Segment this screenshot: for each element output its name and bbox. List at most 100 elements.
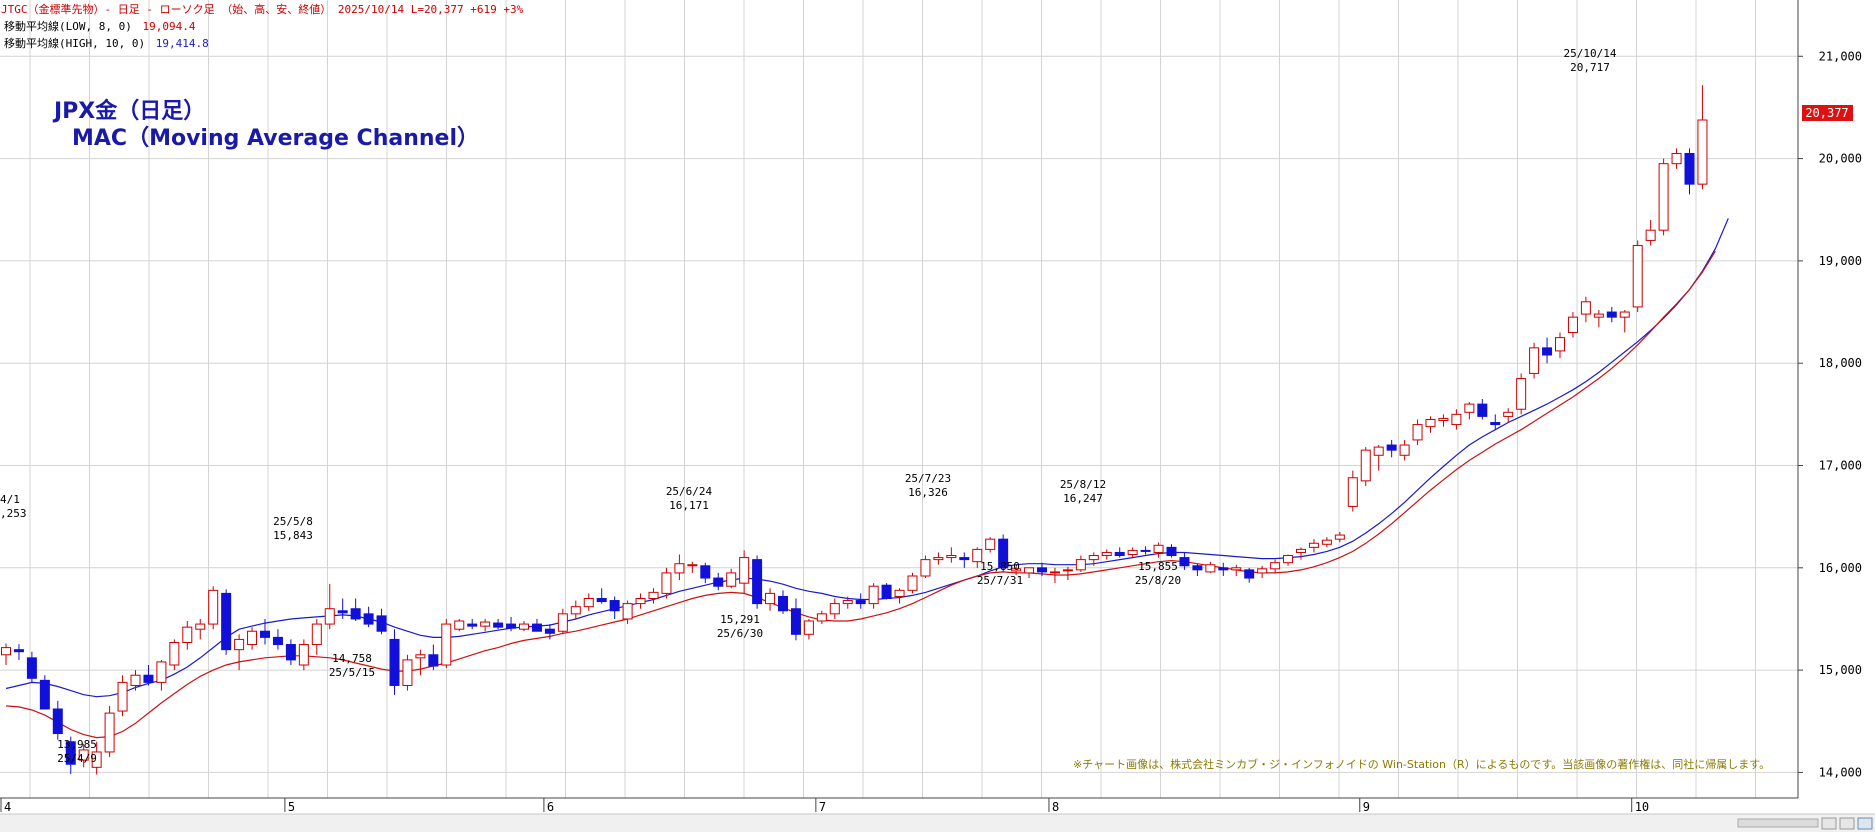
candle xyxy=(1011,566,1022,575)
candle xyxy=(842,596,853,609)
candle-body xyxy=(182,626,193,643)
candle xyxy=(726,568,737,589)
candle xyxy=(13,644,24,660)
candle xyxy=(182,621,193,650)
candle-body xyxy=(816,613,827,622)
candle-body xyxy=(1567,316,1578,333)
candle-body xyxy=(739,557,750,584)
candle-body xyxy=(1529,347,1540,374)
annotation-price: 13,985 xyxy=(57,738,97,751)
candle xyxy=(402,654,413,691)
candle-body xyxy=(52,708,63,735)
candle-body xyxy=(803,620,814,635)
candle xyxy=(765,588,776,611)
candle xyxy=(350,598,361,622)
x-tick-label: 9 xyxy=(1363,800,1370,814)
candle xyxy=(998,534,1009,572)
grid-layer xyxy=(0,0,1798,798)
candle-body xyxy=(428,654,439,667)
candle-body xyxy=(1244,569,1255,579)
candle xyxy=(1671,148,1682,169)
ma-high-line xyxy=(5,218,1729,698)
ma-high-value: 19,414.8 xyxy=(156,37,209,50)
candle xyxy=(1,643,11,665)
candle-body xyxy=(1024,567,1035,574)
candle-body xyxy=(778,595,788,612)
candle xyxy=(311,618,322,655)
header-line-1: JTGC（金標準先物）- 日足 - ローソク足 （始、高、安、終値） 2025/… xyxy=(1,2,524,16)
overlay-title-line-1: JPX金（日足） xyxy=(52,98,205,124)
candle xyxy=(1399,439,1410,461)
candle-body xyxy=(609,600,620,612)
candle xyxy=(1438,414,1449,427)
candle-body xyxy=(402,659,413,686)
ma-low-value: 19,094.4 xyxy=(142,20,195,33)
candle-body xyxy=(221,592,232,651)
candle-body xyxy=(1347,477,1358,507)
candle xyxy=(1088,552,1099,566)
candle-body xyxy=(713,577,724,587)
candle-body xyxy=(829,603,840,615)
annotation-price: 15,855 xyxy=(1138,560,1178,573)
credit-text: ※チャート画像は、株式会社ミンカブ・ジ・インフォノイドの Win-Station… xyxy=(1073,757,1770,771)
candle xyxy=(959,552,970,568)
candle xyxy=(1283,554,1294,566)
candle-body xyxy=(622,603,633,620)
candle-body xyxy=(285,644,296,661)
ma-high-label-text: 移動平均線(HIGH, 10, 0) xyxy=(4,36,145,50)
candle-body xyxy=(1179,557,1190,567)
candle xyxy=(1062,566,1073,581)
annotation-price: 14,758 xyxy=(332,652,372,665)
candle xyxy=(881,583,892,600)
candle xyxy=(130,670,141,691)
candle xyxy=(506,616,517,632)
candle xyxy=(790,598,801,641)
candle xyxy=(1321,537,1332,548)
candle-body xyxy=(441,623,452,666)
annotation-price: 16,247 xyxy=(1063,492,1103,505)
annotation-layer: 4/1,25313,98525/4/925/5/815,84314,75825/… xyxy=(0,47,1617,765)
candle xyxy=(1231,564,1242,576)
candle xyxy=(1140,546,1151,555)
candle-body xyxy=(1166,546,1177,557)
scroll-right-button[interactable] xyxy=(1839,817,1855,830)
candle-body xyxy=(1516,378,1527,410)
zoom-button[interactable] xyxy=(1857,817,1873,830)
candle xyxy=(1244,567,1255,583)
scroll-left-button[interactable] xyxy=(1821,817,1837,830)
last-price-tag: 20,377 xyxy=(1805,106,1848,120)
candle xyxy=(65,736,76,774)
candle-body xyxy=(1542,347,1553,356)
candle-body xyxy=(195,623,206,630)
y-tick-label: 14,000 xyxy=(1819,765,1862,779)
candle xyxy=(39,675,50,710)
candle-body xyxy=(493,622,504,628)
candle xyxy=(467,618,478,630)
candle xyxy=(1192,563,1203,576)
y-tick-label: 21,000 xyxy=(1819,49,1862,63)
candle-body xyxy=(454,620,465,630)
annotation-price: 15,291 xyxy=(720,613,760,626)
candle-body xyxy=(506,623,517,629)
candle xyxy=(1347,470,1358,512)
candle xyxy=(1503,408,1514,423)
candle-body xyxy=(376,615,387,632)
candle xyxy=(519,621,529,632)
candle-body xyxy=(1308,542,1319,548)
candle-body xyxy=(1296,548,1306,553)
candle xyxy=(1697,85,1708,190)
candle-body xyxy=(1114,551,1125,557)
annotation-date: 25/8/20 xyxy=(1135,574,1181,587)
ma-low-label-text: 移動平均線(LOW, 8, 0) xyxy=(4,19,132,33)
candle-body xyxy=(1270,562,1281,570)
candle xyxy=(1632,240,1643,313)
candle xyxy=(337,598,348,619)
candle-body xyxy=(1321,539,1332,545)
candle-body xyxy=(1,647,11,656)
candle xyxy=(169,639,180,671)
annotation-date: 25/6/30 xyxy=(717,627,763,640)
candle xyxy=(778,590,788,614)
horizontal-scrollbar[interactable] xyxy=(1737,818,1819,828)
candle-body xyxy=(260,630,270,638)
